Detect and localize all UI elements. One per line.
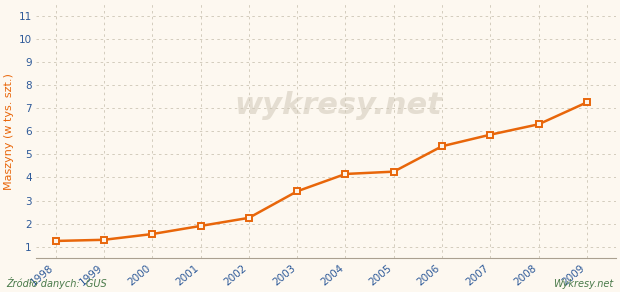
Y-axis label: Maszyny (w tys. szt.): Maszyny (w tys. szt.) [4,73,14,190]
Text: wykresy.net: wykresy.net [234,91,441,120]
Text: Źródło danych:  GUS: Źródło danych: GUS [6,277,107,289]
Text: Wykresy.net: Wykresy.net [554,279,614,289]
